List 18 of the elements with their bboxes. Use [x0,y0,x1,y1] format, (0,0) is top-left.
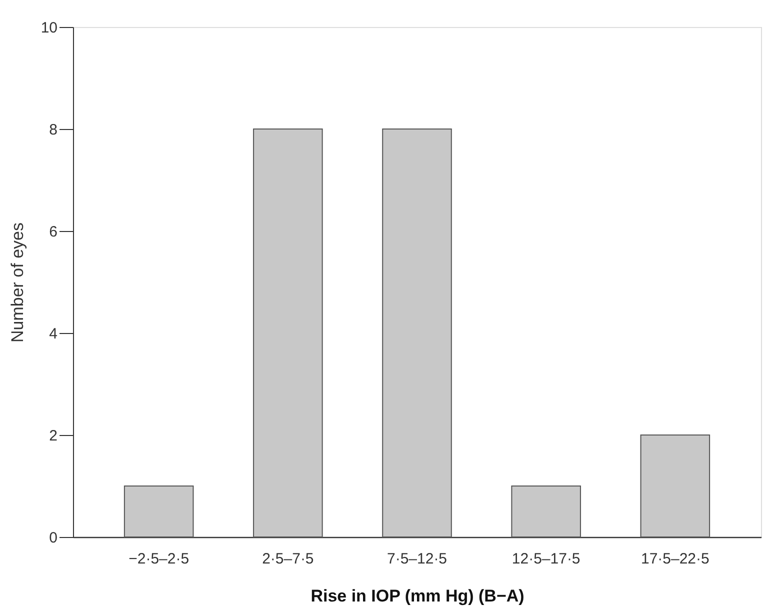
y-tick-label: 6 [49,224,58,240]
x-tick-label: 17·5–22·5 [640,550,710,568]
y-tick-label: 8 [49,122,58,138]
x-tick-label: 7·5–12·5 [386,550,448,568]
bar [511,486,581,538]
y-tick-label: 0 [49,530,58,546]
bar [640,434,710,538]
y-tick-label: 2 [49,428,58,444]
y-tick-label: 10 [40,20,58,36]
bar [124,486,194,538]
x-axis-title: Rise in IOP (mm Hg) (B−A) [310,586,524,606]
x-tick-label: −2·5–2·5 [128,550,190,568]
bar [253,128,323,538]
x-tick-label: 12·5–17·5 [512,550,580,568]
bar [382,128,452,538]
y-tick-label: 4 [49,326,58,342]
x-tick-label: 2·5–7·5 [262,550,314,568]
y-axis-title: Number of eyes [8,222,27,342]
